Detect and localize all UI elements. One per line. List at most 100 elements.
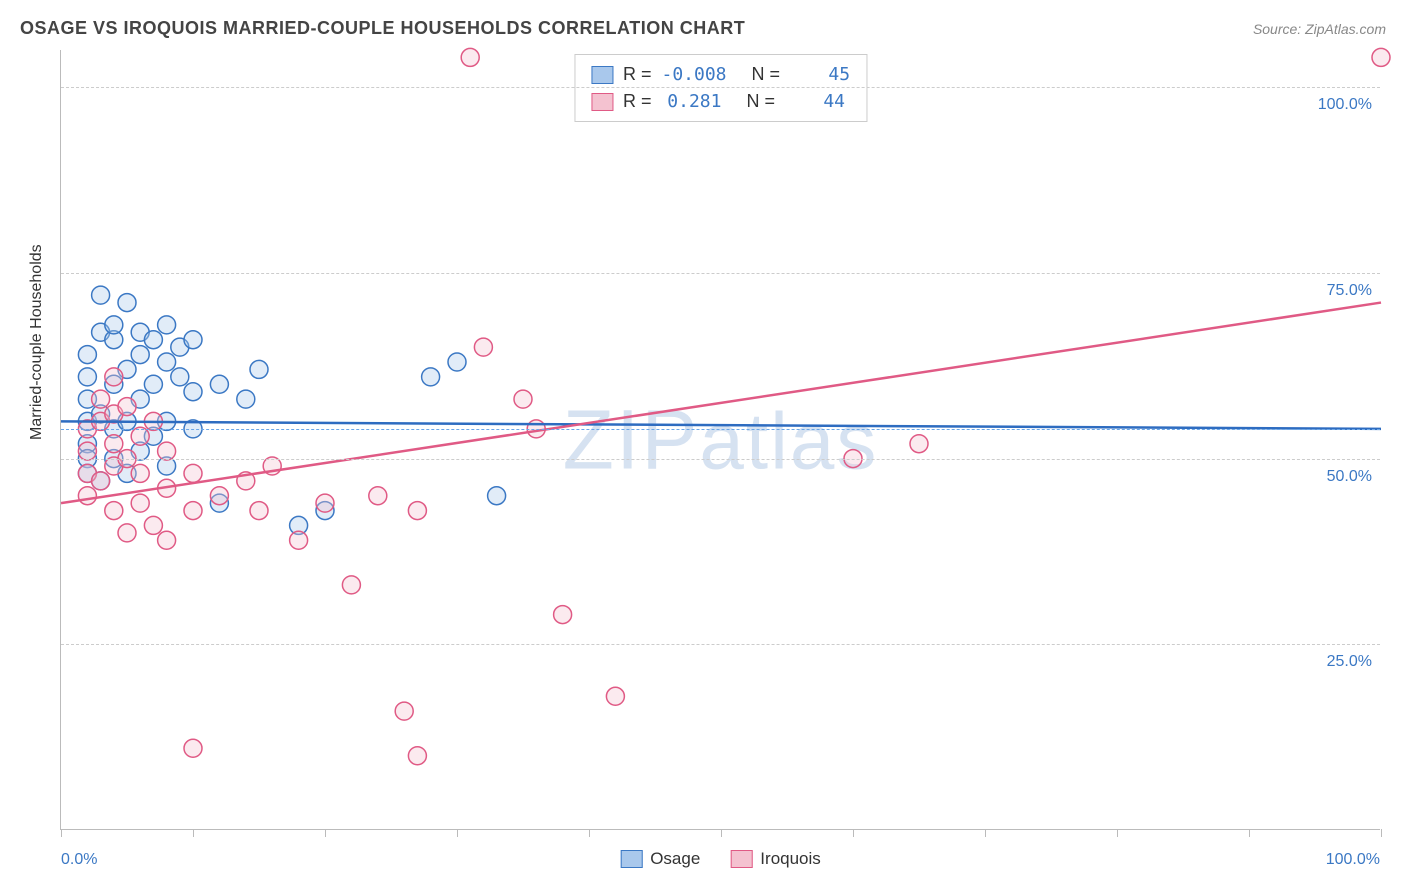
data-point	[184, 464, 202, 482]
data-point	[131, 464, 149, 482]
data-point	[105, 435, 123, 453]
swatch-osage	[620, 850, 642, 868]
x-tick	[1117, 829, 1118, 837]
x-tick	[325, 829, 326, 837]
data-point	[131, 346, 149, 364]
data-point	[554, 606, 572, 624]
swatch-osage	[591, 66, 613, 84]
data-point	[237, 390, 255, 408]
n-value-osage: 45	[790, 61, 850, 88]
r-label: R =	[623, 88, 652, 115]
data-point	[316, 494, 334, 512]
data-point	[131, 427, 149, 445]
r-value-iroquois: 0.281	[661, 88, 721, 115]
data-point	[448, 353, 466, 371]
data-point	[118, 398, 136, 416]
source-label: Source: ZipAtlas.com	[1253, 21, 1386, 37]
y-axis-label: Married-couple Households	[28, 244, 46, 440]
data-point	[92, 390, 110, 408]
x-tick	[589, 829, 590, 837]
gridline	[61, 459, 1380, 460]
legend-stats-row: R = -0.008 N = 45	[591, 61, 850, 88]
data-point	[144, 375, 162, 393]
data-point	[514, 390, 532, 408]
data-point	[210, 375, 228, 393]
data-point	[250, 360, 268, 378]
data-point	[184, 331, 202, 349]
data-point	[408, 747, 426, 765]
data-point	[118, 524, 136, 542]
data-point	[118, 294, 136, 312]
data-point	[158, 531, 176, 549]
data-point	[395, 702, 413, 720]
x-tick	[721, 829, 722, 837]
data-point	[92, 472, 110, 490]
data-point	[910, 435, 928, 453]
data-point	[422, 368, 440, 386]
n-value-iroquois: 44	[785, 88, 845, 115]
data-point	[290, 531, 308, 549]
data-point	[171, 368, 189, 386]
chart-container: OSAGE VS IROQUOIS MARRIED-COUPLE HOUSEHO…	[0, 0, 1406, 892]
data-point	[606, 687, 624, 705]
data-point	[105, 368, 123, 386]
r-value-osage: -0.008	[661, 61, 726, 88]
data-point	[158, 316, 176, 334]
x-tick	[1381, 829, 1382, 837]
gridline	[61, 273, 1380, 274]
data-point	[78, 346, 96, 364]
header: OSAGE VS IROQUOIS MARRIED-COUPLE HOUSEHO…	[20, 18, 1386, 39]
x-tick	[853, 829, 854, 837]
data-point	[105, 502, 123, 520]
x-tick	[193, 829, 194, 837]
legend-stats-row: R = 0.281 N = 44	[591, 88, 850, 115]
data-point	[408, 502, 426, 520]
data-point	[184, 383, 202, 401]
chart-svg	[61, 50, 1380, 829]
data-point	[105, 316, 123, 334]
legend-label: Iroquois	[760, 849, 820, 869]
data-point	[488, 487, 506, 505]
data-point	[1372, 48, 1390, 66]
data-point	[184, 739, 202, 757]
y-tick-label: 75.0%	[1327, 282, 1372, 300]
x-tick	[457, 829, 458, 837]
data-point	[158, 442, 176, 460]
gridline	[61, 644, 1380, 645]
data-point	[369, 487, 387, 505]
gridline	[61, 87, 1380, 88]
data-point	[131, 494, 149, 512]
legend-item-iroquois: Iroquois	[730, 849, 820, 869]
data-point	[92, 286, 110, 304]
y-tick-label: 100.0%	[1318, 96, 1372, 114]
swatch-iroquois	[730, 850, 752, 868]
plot-area: ZIPatlas R = -0.008 N = 45 R = 0.281 N =…	[60, 50, 1380, 830]
n-label: N =	[746, 88, 775, 115]
y-tick-label: 50.0%	[1327, 468, 1372, 486]
data-point	[144, 516, 162, 534]
x-tick	[61, 829, 62, 837]
x-axis-end-label: 100.0%	[1326, 851, 1380, 869]
x-axis-start-label: 0.0%	[61, 851, 97, 869]
chart-title: OSAGE VS IROQUOIS MARRIED-COUPLE HOUSEHO…	[20, 18, 745, 39]
mean-line	[61, 429, 1380, 430]
swatch-iroquois	[591, 93, 613, 111]
x-tick	[985, 829, 986, 837]
data-point	[474, 338, 492, 356]
trend-line	[61, 421, 1381, 428]
data-point	[210, 487, 228, 505]
data-point	[158, 353, 176, 371]
data-point	[250, 502, 268, 520]
data-point	[461, 48, 479, 66]
data-point	[184, 502, 202, 520]
n-label: N =	[752, 61, 781, 88]
x-tick	[1249, 829, 1250, 837]
legend-item-osage: Osage	[620, 849, 700, 869]
y-tick-label: 25.0%	[1327, 653, 1372, 671]
data-point	[144, 331, 162, 349]
data-point	[78, 487, 96, 505]
r-label: R =	[623, 61, 652, 88]
data-point	[78, 442, 96, 460]
legend-label: Osage	[650, 849, 700, 869]
trend-line	[61, 303, 1381, 504]
